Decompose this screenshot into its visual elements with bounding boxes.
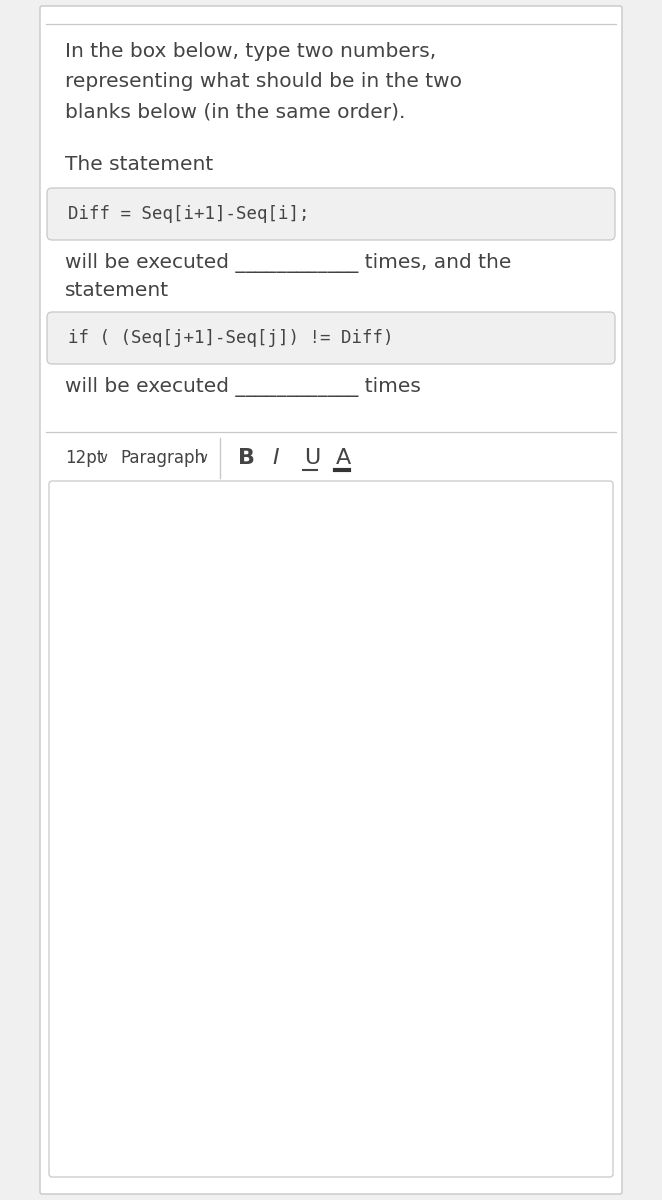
Text: The statement: The statement — [65, 155, 213, 174]
Text: will be executed ____________ times, and the: will be executed ____________ times, and… — [65, 253, 511, 272]
FancyBboxPatch shape — [47, 188, 615, 240]
Text: Paragraph: Paragraph — [120, 449, 205, 467]
Text: representing what should be in the two: representing what should be in the two — [65, 72, 462, 91]
Text: if ( (Seq[j+1]-Seq[j]) != Diff): if ( (Seq[j+1]-Seq[j]) != Diff) — [68, 329, 393, 347]
FancyBboxPatch shape — [47, 312, 615, 364]
Text: ∨: ∨ — [198, 451, 208, 464]
FancyBboxPatch shape — [49, 481, 613, 1177]
Text: A: A — [336, 448, 352, 468]
Text: Diff = Seq[i+1]-Seq[i];: Diff = Seq[i+1]-Seq[i]; — [68, 205, 310, 223]
Text: 12pt: 12pt — [65, 449, 103, 467]
Text: will be executed ____________ times: will be executed ____________ times — [65, 377, 421, 397]
Text: blanks below (in the same order).: blanks below (in the same order). — [65, 102, 405, 121]
Text: B: B — [238, 448, 255, 468]
Text: U: U — [304, 448, 320, 468]
Text: I: I — [272, 448, 279, 468]
Text: statement: statement — [65, 281, 169, 300]
Text: ∨: ∨ — [98, 451, 108, 464]
FancyBboxPatch shape — [40, 6, 622, 1194]
Text: In the box below, type two numbers,: In the box below, type two numbers, — [65, 42, 436, 61]
